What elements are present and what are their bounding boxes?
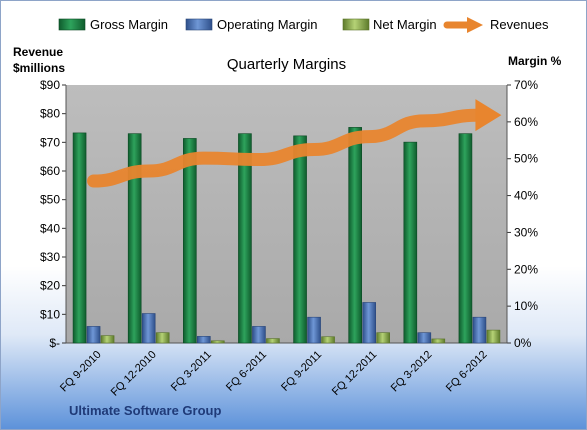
legend-label-operating-margin: Operating Margin bbox=[217, 17, 317, 32]
left-tick-label: $30 bbox=[40, 250, 60, 264]
bar-gross-margin bbox=[458, 133, 473, 344]
right-tick-label: 70% bbox=[514, 78, 538, 92]
left-axis-title-line2: $millions bbox=[13, 61, 65, 75]
legend-swatch-gross-margin bbox=[58, 18, 86, 31]
right-axis: 0% 10% 20% 30% 40% 50% 60% 70% bbox=[66, 78, 538, 350]
category-label: FQ 6-2011 bbox=[224, 349, 269, 394]
bar-operating-margin bbox=[141, 313, 156, 344]
bar-operating-margin bbox=[362, 302, 376, 344]
bar-operating-margin bbox=[252, 326, 266, 344]
legend-swatch-operating-margin bbox=[185, 18, 213, 31]
category-label: FQ 12-2010 bbox=[109, 349, 159, 399]
bar-net-margin bbox=[266, 338, 280, 344]
left-tick-label: $10 bbox=[40, 307, 60, 321]
left-tick-label: $50 bbox=[40, 193, 60, 207]
revenue-line bbox=[87, 108, 486, 188]
category-label: FQ 3-2012 bbox=[389, 349, 435, 395]
bar-operating-margin bbox=[197, 336, 211, 344]
revenue-arrowhead bbox=[475, 99, 502, 132]
bar-gross-margin bbox=[238, 133, 252, 344]
right-tick-label: 30% bbox=[514, 225, 538, 239]
right-axis-title: Margin % bbox=[508, 54, 562, 68]
legend-swatch-revenues bbox=[443, 17, 483, 33]
bar-gross-margin bbox=[183, 138, 197, 344]
bar-operating-margin bbox=[86, 326, 101, 344]
left-tick-label: $80 bbox=[40, 107, 60, 121]
legend-label-revenues: Revenues bbox=[490, 17, 549, 32]
left-axis: $- $10 $20 $30 $40 $50 $60 $70 $80 $90 bbox=[40, 78, 67, 350]
bar-gross-margin bbox=[72, 132, 87, 344]
right-tick-label: 60% bbox=[514, 115, 538, 129]
bar-net-margin bbox=[211, 340, 225, 344]
left-tick-label: $60 bbox=[40, 164, 60, 178]
bar-operating-margin bbox=[417, 332, 432, 344]
legend: Gross Margin Operating Margin Net Margin… bbox=[58, 17, 549, 33]
category-label: FQ 12-2011 bbox=[330, 349, 379, 398]
legend-label-net-margin: Net Margin bbox=[373, 17, 437, 32]
revenue-series bbox=[87, 99, 502, 188]
bar-operating-margin bbox=[307, 316, 321, 344]
category-axis: FQ 9-2010 FQ 12-2010 FQ 3-2011 FQ 6-2011 FQ … bbox=[58, 349, 490, 399]
category-label: FQ 3-2011 bbox=[169, 349, 214, 394]
left-tick-label: $40 bbox=[40, 221, 60, 235]
category-label: FQ 6-2012 bbox=[444, 349, 490, 395]
bar-series bbox=[72, 127, 501, 344]
legend-label-gross-margin: Gross Margin bbox=[90, 17, 168, 32]
right-tick-label: 10% bbox=[514, 299, 538, 313]
bar-net-margin bbox=[100, 335, 115, 344]
bar-gross-margin bbox=[127, 133, 142, 344]
bar-net-margin bbox=[155, 332, 170, 344]
left-tick-label: $20 bbox=[40, 279, 60, 293]
source-label: Ultimate Software Group bbox=[69, 403, 221, 418]
bar-gross-margin bbox=[348, 127, 362, 344]
right-tick-label: 0% bbox=[514, 336, 532, 350]
right-tick-label: 20% bbox=[514, 262, 538, 276]
bar-net-margin bbox=[431, 338, 446, 344]
bar-gross-margin bbox=[293, 135, 307, 344]
bar-net-margin bbox=[376, 332, 390, 344]
bar-operating-margin bbox=[472, 316, 487, 344]
right-tick-label: 40% bbox=[514, 189, 538, 203]
bar-net-margin bbox=[486, 329, 501, 344]
chart-title: Quarterly Margins bbox=[227, 56, 346, 73]
left-tick-label: $90 bbox=[40, 78, 60, 92]
category-label: FQ 9-2011 bbox=[279, 349, 324, 394]
bar-gross-margin bbox=[403, 141, 418, 344]
bar-net-margin bbox=[321, 336, 335, 344]
left-tick-label: $70 bbox=[40, 135, 60, 149]
legend-swatch-net-margin bbox=[342, 18, 370, 31]
left-axis-title-line1: Revenue bbox=[13, 45, 63, 59]
left-tick-label: $- bbox=[49, 336, 60, 350]
category-label: FQ 9-2010 bbox=[58, 349, 104, 395]
right-tick-label: 50% bbox=[514, 152, 538, 166]
